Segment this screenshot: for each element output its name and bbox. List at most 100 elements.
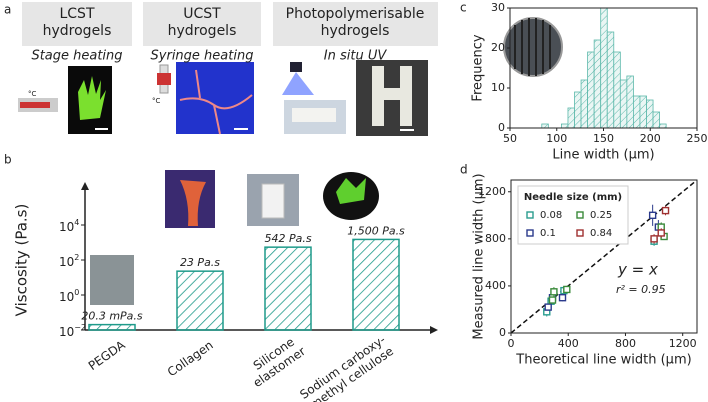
legend-box (517, 185, 629, 245)
column-title: hydrogels (321, 23, 390, 39)
y-axis-label: Frequency (471, 34, 486, 101)
histogram-bar (567, 107, 575, 129)
y-tick-label: 0 (499, 326, 506, 339)
y-tick-label: 0 (498, 121, 505, 134)
bar (176, 270, 224, 331)
histogram-bar (646, 99, 654, 129)
panel-label: b (4, 153, 12, 167)
y-tick-label: 30 (491, 1, 505, 14)
plot-frame (510, 179, 698, 334)
x-tick-label: 200 (640, 132, 661, 145)
axis-arrow (81, 182, 89, 190)
legend-label: 0.25 (590, 210, 612, 221)
x-tick-label: 150 (593, 132, 614, 145)
panel-b-photos (90, 170, 379, 305)
point (544, 303, 552, 311)
y-tick-label: 10−2 (59, 323, 86, 339)
x-tick-label: 50 (503, 132, 517, 145)
value-label: 23 Pa.s (180, 256, 220, 269)
legend-marker (526, 211, 534, 219)
bar (88, 323, 136, 331)
histogram-bar (593, 39, 602, 129)
panel-label: c (460, 1, 467, 15)
annotation: r² = 0.95 (616, 283, 666, 296)
legend-label: 0.1 (540, 228, 556, 239)
point (558, 293, 567, 302)
y-tick-label: 1200 (478, 185, 506, 198)
histogram-bar (574, 91, 582, 129)
x-tick-label: 800 (615, 337, 636, 350)
y-tick-label: 104 (59, 218, 79, 234)
point (650, 235, 658, 243)
y-tick-label: 102 (59, 253, 79, 269)
identity-line (510, 179, 698, 334)
panel-label: d (460, 163, 468, 177)
x-tick-label: Silicone elastomer (242, 332, 308, 390)
legend-marker (526, 229, 534, 237)
annotation: y = x (617, 261, 658, 279)
y-axis-label: Measured line width (μm) (472, 173, 487, 339)
histogram-bar (561, 123, 569, 129)
inset-photo (503, 17, 563, 77)
icon-label: °C (28, 90, 37, 98)
y-tick-label: 100 (59, 288, 79, 304)
column-method: Syringe heating (151, 49, 254, 64)
value-label: 20.3 mPa.s (81, 310, 143, 323)
bar (352, 238, 400, 331)
histogram-bar (606, 31, 615, 129)
x-tick-label: PEGDA (86, 337, 129, 373)
legend-title: Needle size (mm) (524, 192, 622, 203)
x-tick-label: 0 (508, 337, 515, 350)
panel-label: a (4, 3, 11, 17)
histogram-bar (659, 123, 667, 129)
y-axis-label: Viscosity (Pa.s) (13, 204, 31, 317)
column-method: Stage heating (31, 49, 122, 64)
histogram-bar (600, 7, 608, 129)
x-tick-label: Collagen (165, 338, 216, 380)
y-tick-label: 400 (485, 279, 506, 292)
value-label: 542 Pa.s (264, 232, 311, 245)
column-title: Photopolymerisable (286, 6, 425, 22)
panel-a-art (18, 2, 438, 136)
point (563, 285, 571, 294)
axis-arrow (430, 326, 438, 334)
histogram-bar (580, 79, 589, 129)
point (648, 211, 657, 220)
legend-marker (576, 229, 584, 237)
point (548, 296, 557, 304)
histogram-bar (652, 111, 660, 129)
column-method: In situ UV (324, 49, 388, 64)
y-tick-label: 10 (491, 81, 505, 94)
x-tick-label: 250 (687, 132, 708, 145)
y-tick-label: 20 (491, 41, 505, 54)
histogram-bar (633, 95, 641, 129)
x-axis-label: Line width (μm) (552, 148, 654, 163)
histogram-bar (626, 75, 634, 129)
x-tick-label: Sodium carboxy-methyl cellulose (297, 332, 396, 402)
point (550, 288, 558, 296)
point (657, 229, 665, 237)
column-title: hydrogels (43, 23, 112, 39)
legend-label: 0.08 (540, 210, 562, 221)
histogram-bar (619, 79, 628, 129)
x-tick-label: 100 (546, 132, 567, 145)
y-tick-label: 800 (485, 232, 506, 245)
x-axis-label: Theoretical line width (μm) (515, 353, 691, 368)
column-title: UCST (183, 6, 221, 22)
histogram-bar (541, 123, 549, 129)
x-tick-label: 1200 (669, 337, 697, 350)
column-title: LCST (59, 6, 94, 22)
histogram-bar (639, 95, 647, 129)
histogram-bar (613, 51, 621, 129)
legend-marker (576, 211, 584, 219)
value-label: 1,500 Pa.s (347, 224, 405, 237)
point (661, 206, 670, 215)
icon-label: °C (152, 97, 161, 105)
bar (264, 246, 312, 331)
column-title: hydrogels (168, 23, 237, 39)
histogram-bar (587, 51, 595, 129)
x-tick-label: 400 (558, 337, 579, 350)
legend-label: 0.84 (590, 228, 612, 239)
